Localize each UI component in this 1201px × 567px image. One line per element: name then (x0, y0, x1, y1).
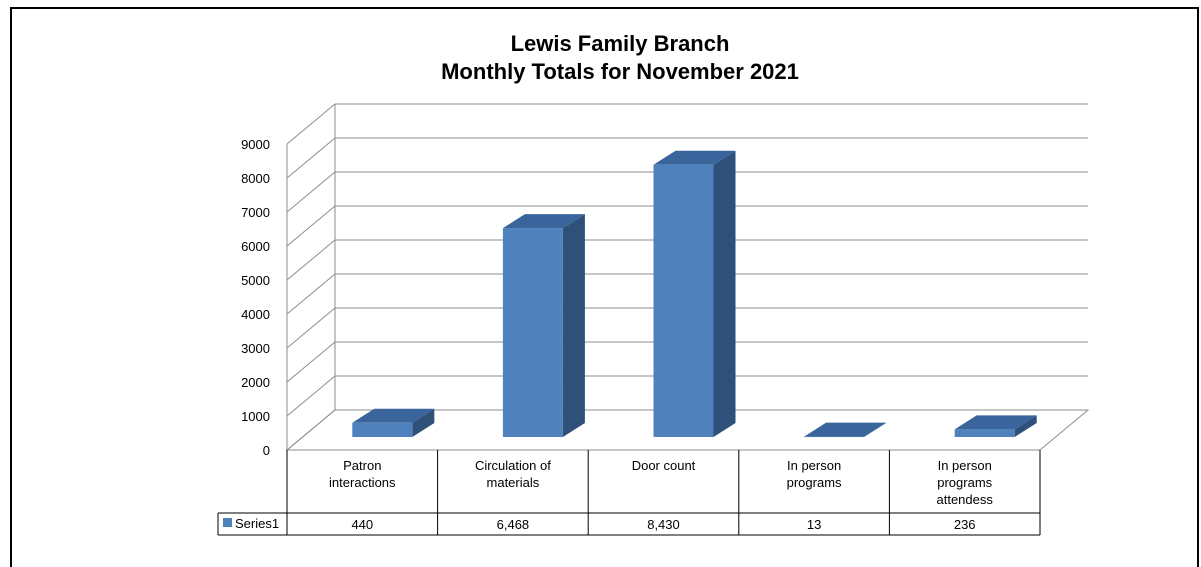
gridline-diagonal (286, 171, 336, 213)
data-table-value: 6,468 (497, 517, 530, 532)
y-tick-label: 2000 (241, 375, 270, 390)
bar (954, 429, 1015, 437)
y-tick-label: 7000 (241, 205, 270, 220)
gridline-diagonal (286, 307, 336, 349)
gridline-diagonal (286, 409, 336, 451)
bar-top (653, 150, 736, 165)
category-label: In person (938, 458, 992, 473)
gridline-diagonal (286, 273, 336, 315)
bar-side (562, 214, 585, 437)
data-table-value: 8,430 (647, 517, 680, 532)
y-tick-label: 5000 (241, 273, 270, 288)
category-label: Circulation of (475, 458, 551, 473)
y-tick-label: 6000 (241, 239, 270, 254)
chart-frame (10, 7, 1199, 567)
gridline-diagonal (286, 341, 336, 383)
legend-swatch (223, 518, 232, 527)
category-label: interactions (329, 475, 396, 490)
chart-title: Lewis Family Branch Monthly Totals for N… (0, 30, 1201, 86)
data-table-value: 440 (351, 517, 373, 532)
data-table-value: 236 (954, 517, 976, 532)
bar-side (713, 150, 736, 437)
category-label: attendess (937, 492, 994, 507)
gridline-diagonal (286, 103, 336, 145)
bar (502, 228, 563, 437)
y-tick-label: 3000 (241, 341, 270, 356)
category-label: materials (487, 475, 540, 490)
data-table-value: 13 (807, 517, 821, 532)
bar-side (864, 422, 887, 437)
category-label: Patron (343, 458, 381, 473)
gridline-diagonal (286, 375, 336, 417)
bar-top (352, 408, 435, 423)
gridline-diagonal (286, 205, 336, 247)
y-tick-label: 9000 (241, 137, 270, 152)
bar-side (412, 408, 435, 437)
bar (352, 422, 413, 437)
legend-series-label: Series1 (235, 516, 279, 531)
bar (804, 436, 865, 438)
bar-top (954, 415, 1037, 430)
y-tick-label: 0 (263, 443, 270, 458)
y-tick-label: 8000 (241, 171, 270, 186)
y-tick-label: 4000 (241, 307, 270, 322)
category-label: Door count (632, 458, 696, 473)
bar-side (1014, 415, 1037, 437)
y-tick-label: 1000 (241, 409, 270, 424)
bar-top (502, 214, 585, 229)
bar (653, 164, 714, 437)
category-label: programs (937, 475, 992, 490)
gridline-diagonal (286, 239, 336, 281)
bar-top (804, 422, 887, 437)
category-label: In person (787, 458, 841, 473)
category-label: programs (787, 475, 842, 490)
chart-title-line-2: Monthly Totals for November 2021 (441, 59, 799, 84)
gridline-diagonal (286, 137, 336, 179)
chart-title-line-1: Lewis Family Branch (510, 31, 730, 56)
